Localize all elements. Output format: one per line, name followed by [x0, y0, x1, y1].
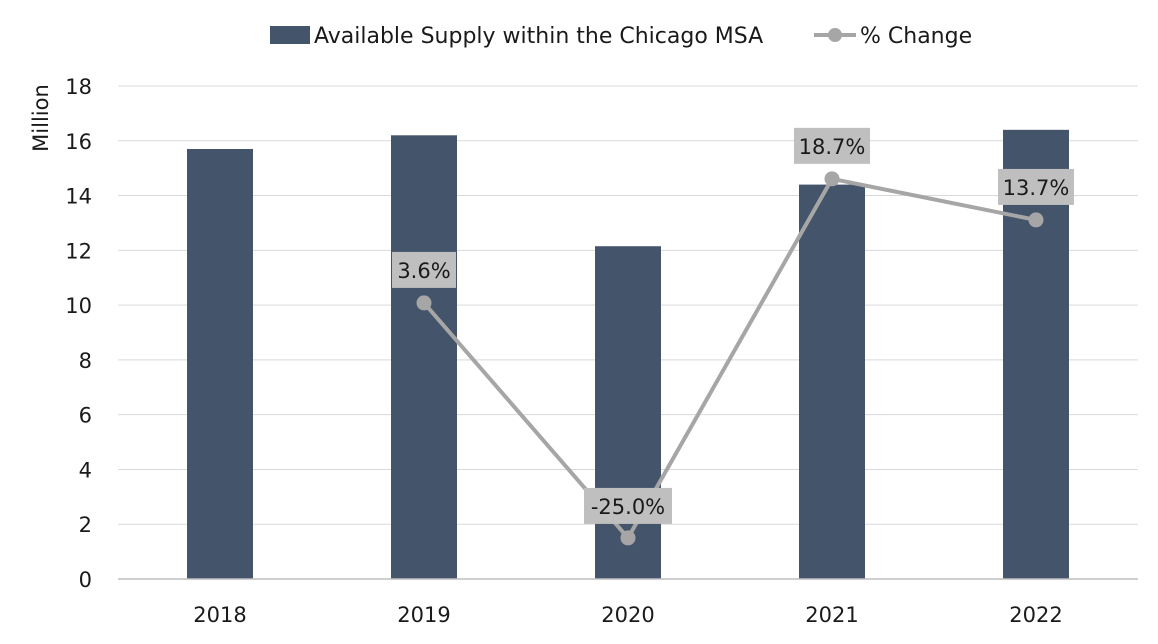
data-label-box [998, 168, 1074, 205]
x-tick-label: 2020 [601, 603, 654, 627]
pct-change-marker-2022 [1028, 212, 1044, 228]
pct-change-line [416, 171, 1044, 546]
data-label-text: 18.7% [799, 135, 866, 159]
legend-line-marker [828, 28, 842, 42]
bar-2020 [595, 246, 661, 579]
y-tick-label: 6 [79, 404, 92, 428]
x-tick-label: 2021 [805, 603, 858, 627]
x-tick-label: 2019 [397, 603, 450, 627]
pct-change-marker-2019 [416, 295, 432, 311]
y-tick-label: 0 [79, 568, 92, 592]
pct-change-marker-2020 [620, 530, 636, 546]
bar-2018 [187, 148, 253, 579]
legend-bar-swatch [270, 26, 310, 44]
data-label-box [584, 487, 672, 524]
legend-line-label: % Change [860, 24, 972, 49]
x-tick-label: 2018 [193, 603, 246, 627]
pct-change-label-2022: 13.7% [998, 168, 1074, 205]
data-label-text: 3.6% [397, 259, 450, 283]
y-tick-label: 16 [65, 130, 92, 154]
y-tick-label: 10 [65, 294, 92, 318]
pct-change-label-2019: 3.6% [392, 251, 456, 288]
data-label-box [794, 127, 870, 164]
data-label-text: 13.7% [1003, 176, 1070, 200]
pct-change-label-2021: 18.7% [794, 127, 870, 164]
y-tick-label: 18 [65, 75, 92, 99]
x-tick-label: 2022 [1009, 603, 1062, 627]
bar-2021 [799, 184, 865, 579]
data-labels: 3.6% -25.0% 18.7% 13.7% [392, 127, 1074, 524]
axes: 0 2 4 6 8 10 12 14 16 18 2018 2019 2020 2021 2022 [65, 75, 1138, 627]
pct-change-label-2020: -25.0% [584, 487, 672, 524]
y-tick-label: 2 [79, 513, 92, 537]
bar-2019 [391, 135, 457, 580]
bars [187, 129, 1069, 580]
legend-bar-label: Available Supply within the Chicago MSA [314, 24, 763, 49]
y-tick-label: 12 [65, 239, 92, 263]
y-tick-label: 8 [79, 349, 92, 373]
legend: Available Supply within the Chicago MSA … [270, 24, 972, 49]
data-label-text: -25.0% [591, 495, 665, 519]
data-label-box [392, 251, 456, 288]
y-tick-label: 14 [65, 185, 92, 209]
pct-change-marker-2021 [824, 171, 840, 187]
pct-change-polyline [422, 176, 1037, 540]
y-tick-label: 4 [79, 458, 92, 482]
y-axis-title: Million [29, 84, 53, 152]
